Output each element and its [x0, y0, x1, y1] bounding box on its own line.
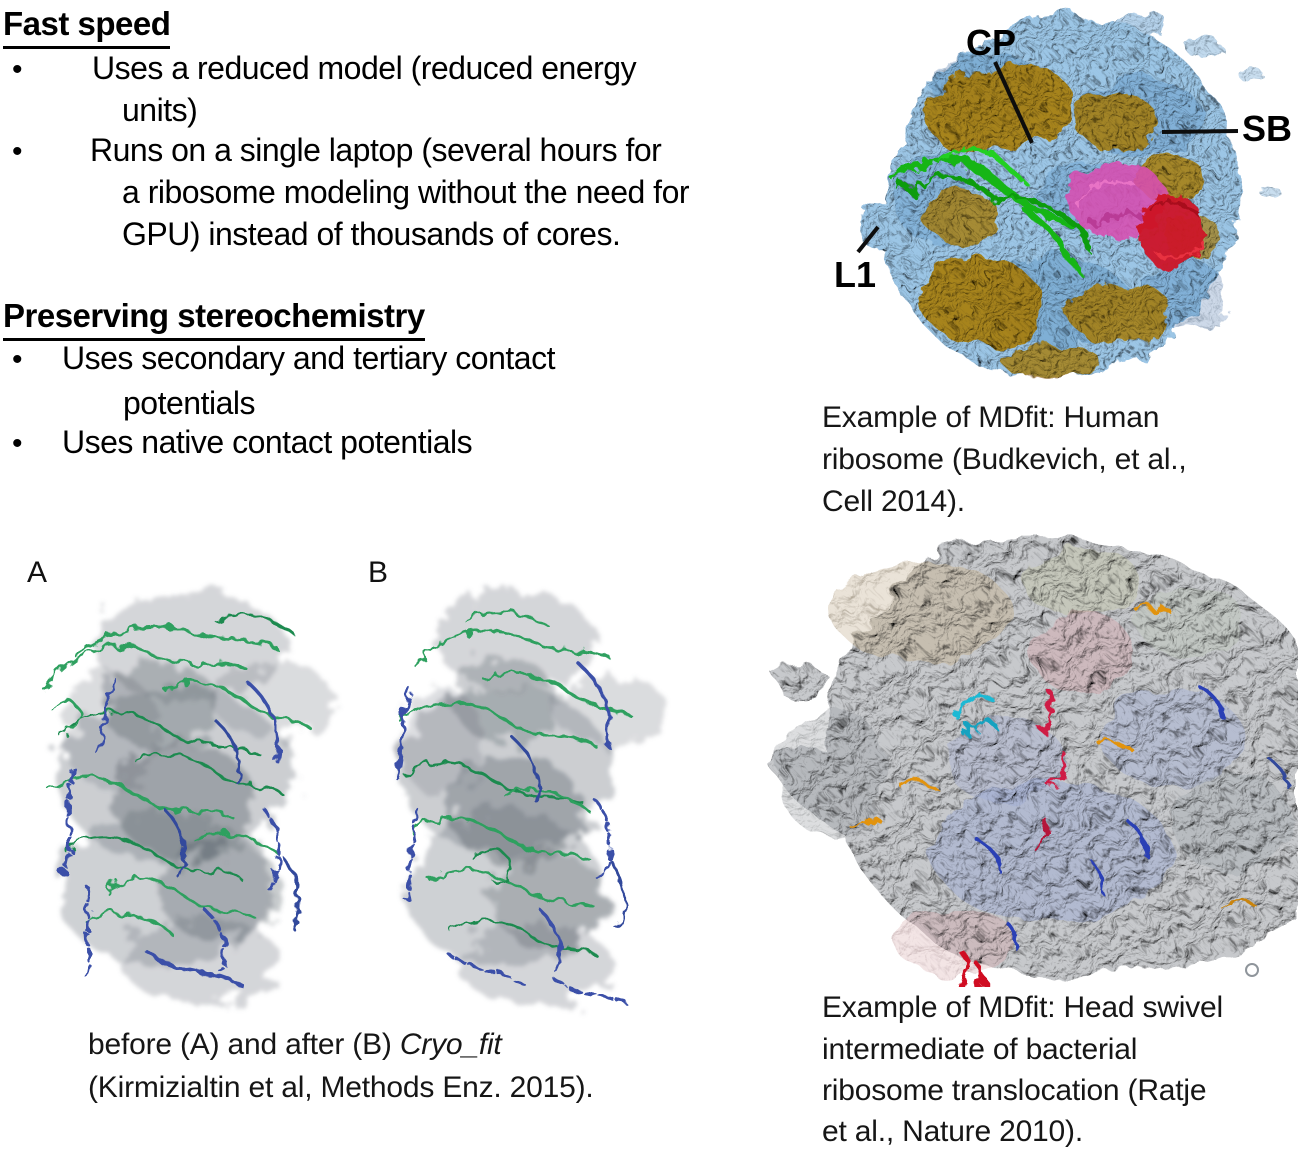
- label-panel-b: B: [368, 556, 389, 589]
- caption-human-ribosome-line2: ribosome (Budkevich, et al.,: [822, 443, 1187, 476]
- bullet-icon: •: [12, 53, 23, 86]
- label-l1: L1: [834, 254, 877, 295]
- caption-cryofit-line2: (Kirmizialtin et al, Methods Enz. 2015).: [88, 1071, 594, 1104]
- bullet-text: Uses secondary and tertiary contact: [62, 340, 555, 376]
- heading-preserving-stereochemistry: Preserving stereochemistry: [3, 297, 425, 341]
- bullet-text-cont: units): [122, 92, 198, 128]
- caption-head-swivel-line4: et al., Nature 2010).: [822, 1115, 1083, 1148]
- heading-fast-speed-text: Fast speed: [3, 5, 171, 49]
- figure-cryofit-before-image: [43, 590, 335, 1002]
- caption-cryofit-line1: before (A) and after (B) Cryo_fit: [88, 1028, 502, 1062]
- caption-cryofit-normal: before (A) and after (B): [88, 1028, 400, 1061]
- caption-cryofit-italic: Cryo_fit: [399, 1028, 502, 1061]
- label-panel-a: A: [27, 556, 48, 589]
- bullet-icon: •: [12, 427, 23, 460]
- caption-head-swivel-line2: intermediate of bacterial: [822, 1033, 1138, 1066]
- label-cp: CP: [966, 22, 1017, 63]
- bullet-text: Uses a reduced model (reduced energy: [92, 50, 637, 86]
- bullet-text: Uses native contact potentials: [62, 424, 473, 460]
- bullet-text: Runs on a single laptop (several hours f…: [90, 132, 662, 168]
- figure-head-swivel-image: [770, 538, 1298, 987]
- scale-dot: [1245, 963, 1259, 977]
- figure-human-ribosome-image: [856, 8, 1278, 380]
- bullet-icon: •: [12, 135, 23, 168]
- caption-human-ribosome-line1: Example of MDfit: Human: [822, 401, 1160, 434]
- label-sb: SB: [1242, 108, 1293, 149]
- caption-head-swivel-line1: Example of MDfit: Head swivel: [822, 991, 1224, 1024]
- bullet-icon: •: [12, 343, 23, 376]
- heading-fast-speed: Fast speed: [3, 5, 171, 49]
- annotation-lines: [856, 61, 1239, 254]
- bullet-text-cont: GPU) instead of thousands of cores.: [122, 216, 621, 252]
- caption-head-swivel-line3: ribosome translocation (Ratje: [822, 1074, 1207, 1107]
- figure-cryofit-after-image: [395, 590, 668, 1007]
- caption-human-ribosome-line3: Cell 2014).: [822, 485, 965, 518]
- bullet-text-cont: a ribosome modeling without the need for: [122, 174, 690, 210]
- heading-preserving-text: Preserving stereochemistry: [3, 297, 425, 341]
- bullet-text-cont: potentials: [123, 385, 255, 421]
